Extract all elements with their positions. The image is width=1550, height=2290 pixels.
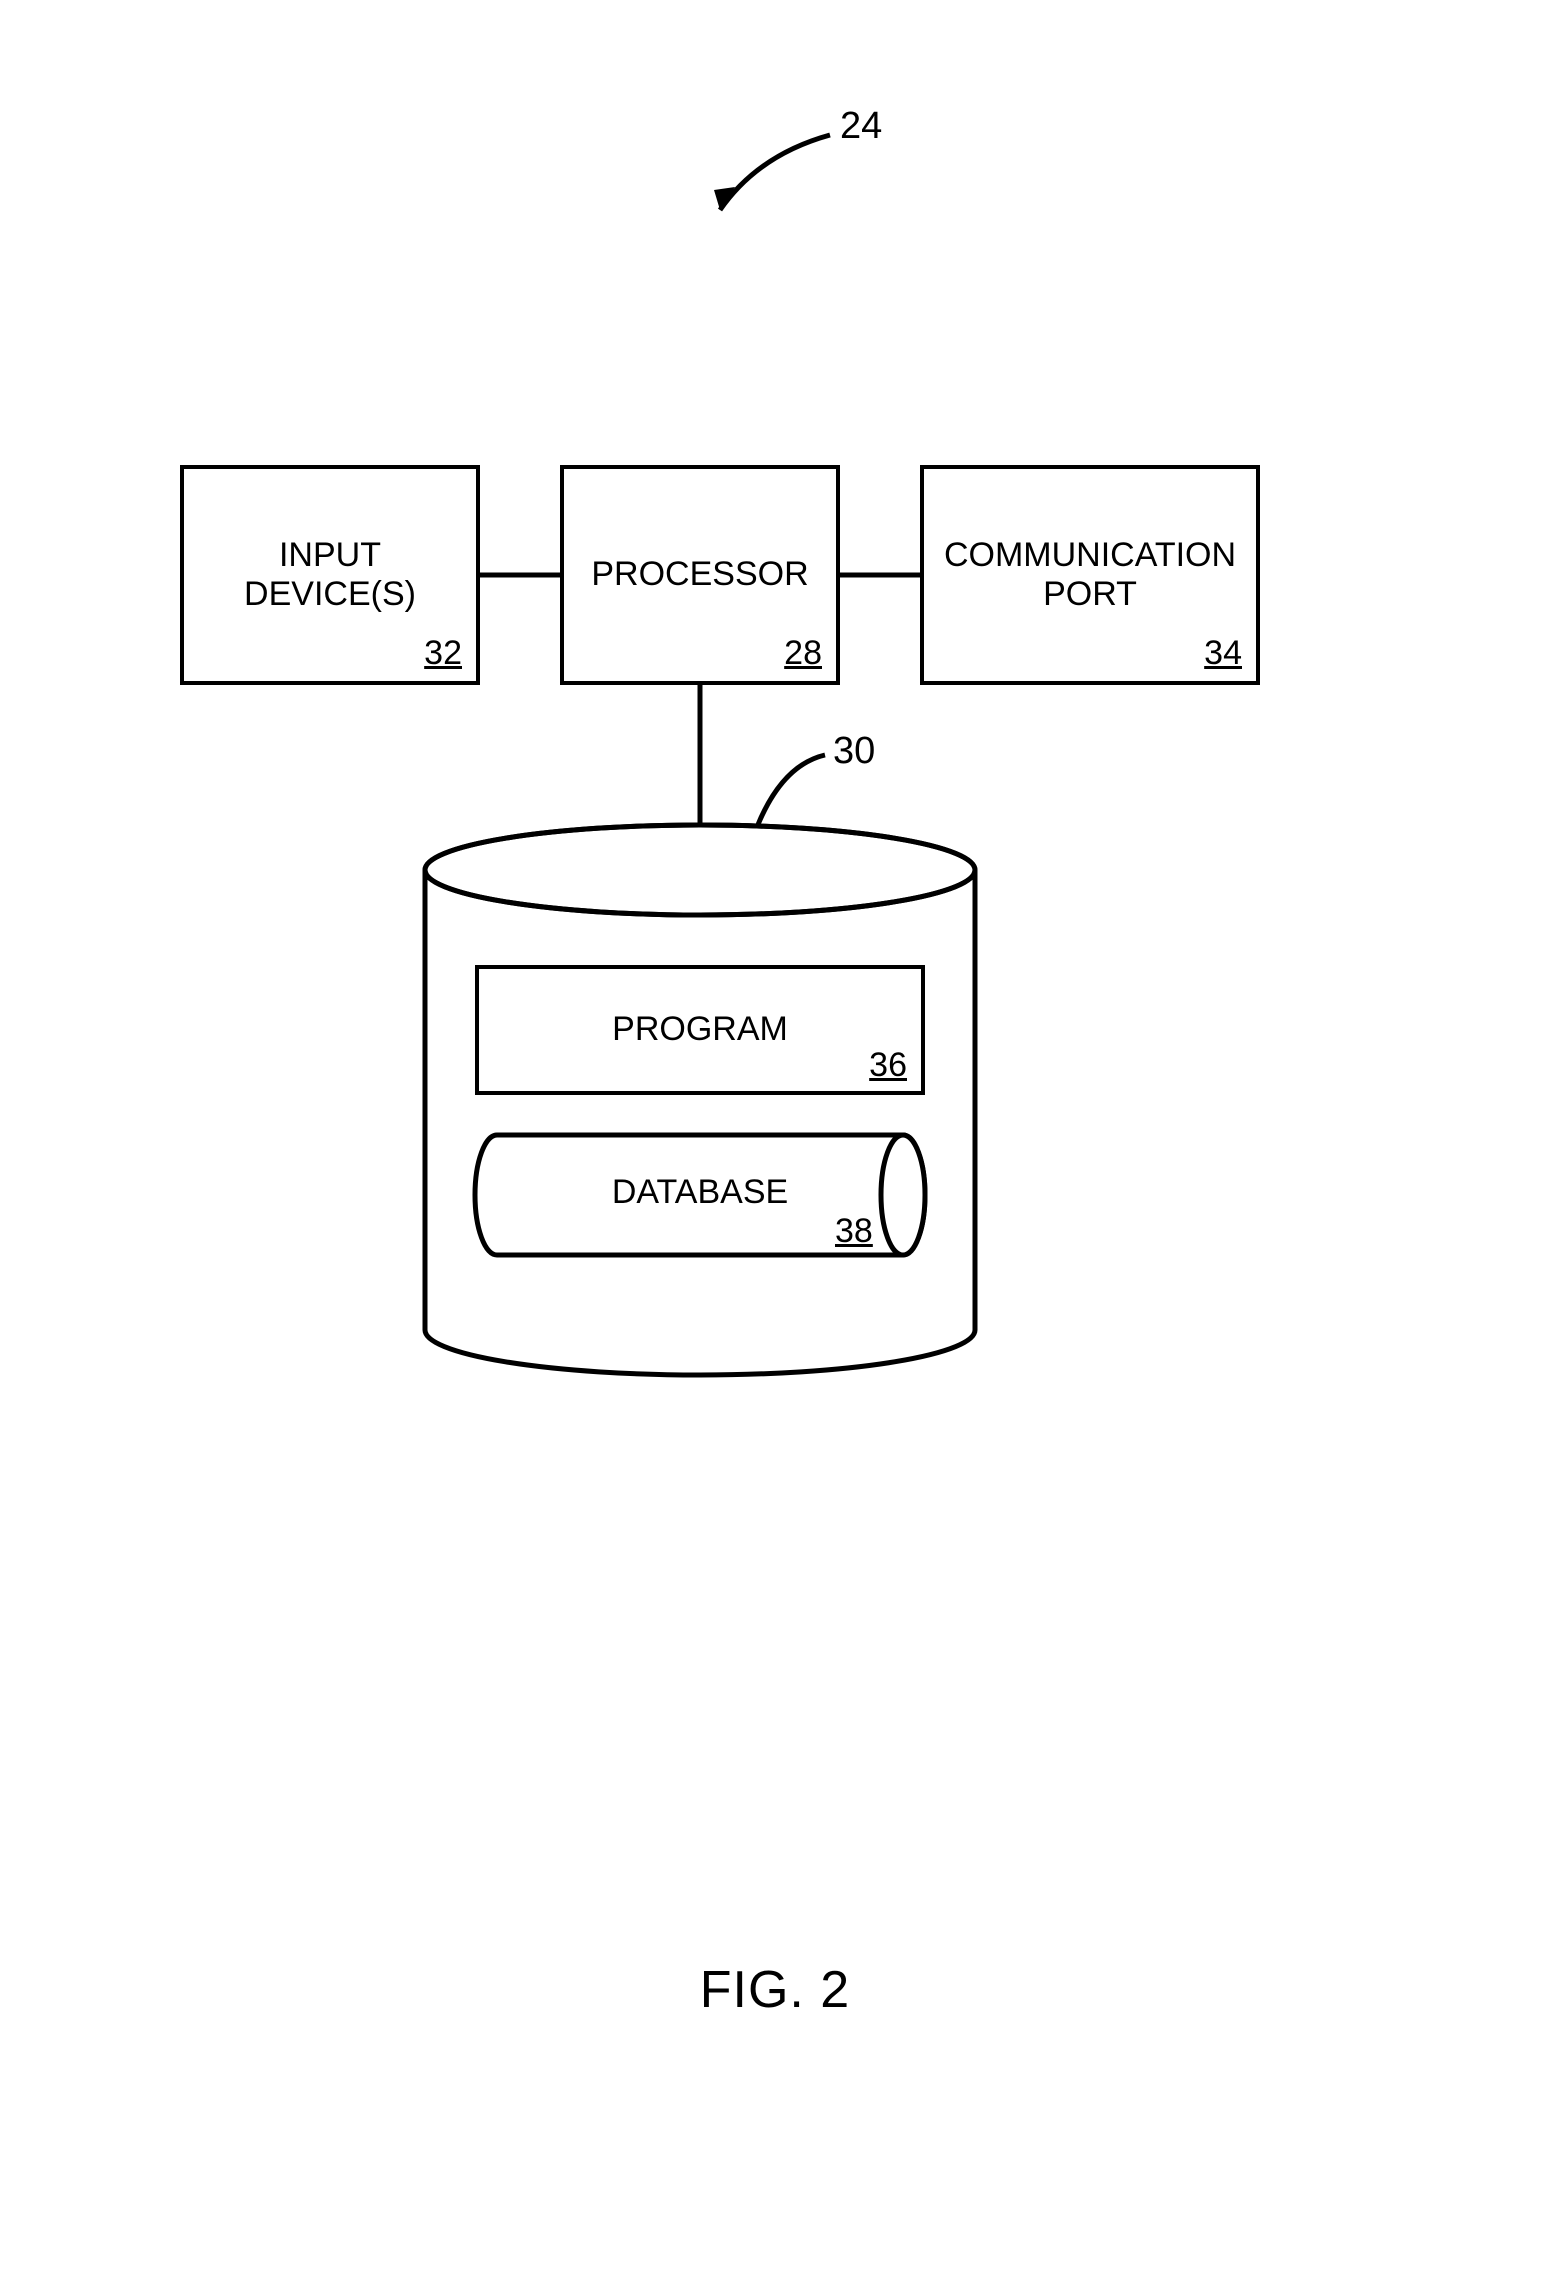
connectors xyxy=(0,0,1550,2290)
database-cylinder xyxy=(0,0,1550,2290)
ref-storage: 30 xyxy=(833,730,875,773)
ref-system: 24 xyxy=(840,105,882,148)
block-program: PROGRAM 36 xyxy=(475,965,925,1095)
block-input-devices: INPUT DEVICE(S) 32 xyxy=(180,465,480,685)
block-communication-port: COMMUNICATION PORT 34 xyxy=(920,465,1260,685)
block-program-ref: 36 xyxy=(869,1046,907,1085)
block-processor-ref: 28 xyxy=(784,634,822,673)
figure-caption: FIG. 2 xyxy=(0,1960,1550,2020)
leader-arrow-storage xyxy=(0,0,1550,2290)
block-database-ref: 38 xyxy=(835,1212,873,1251)
block-database-label: DATABASE xyxy=(475,1173,925,1212)
block-program-label: PROGRAM xyxy=(612,1010,788,1049)
block-communication-port-label: COMMUNICATION PORT xyxy=(944,536,1236,614)
diagram-canvas: 24 INPUT DEVICE(S) 32 PROCESSOR 28 COMMU… xyxy=(0,0,1550,2290)
block-processor: PROCESSOR 28 xyxy=(560,465,840,685)
block-communication-port-ref: 34 xyxy=(1204,634,1242,673)
block-input-devices-ref: 32 xyxy=(424,634,462,673)
block-input-devices-label: INPUT DEVICE(S) xyxy=(244,536,416,614)
block-processor-label: PROCESSOR xyxy=(591,555,808,594)
storage-cylinder-top-outline xyxy=(0,0,1550,2290)
storage-cylinder xyxy=(0,0,1550,2290)
leader-arrow-system xyxy=(0,0,1550,2290)
